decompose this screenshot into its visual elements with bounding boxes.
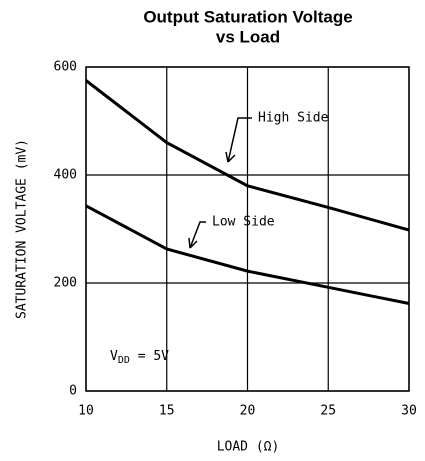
series-label: Low Side — [212, 215, 275, 230]
x-tick-label: 20 — [240, 404, 256, 419]
x-tick-label: 30 — [401, 404, 417, 419]
y-tick-label: 200 — [54, 276, 77, 291]
line — [85, 79, 410, 232]
annotation-arrow — [225, 117, 252, 163]
annotation: VDD = 5V — [110, 349, 169, 367]
y-axis-label: SATURATION VOLTAGE (mV) — [15, 139, 30, 319]
x-tick-label: 10 — [78, 404, 94, 419]
series-label: High Side — [258, 111, 329, 126]
line — [85, 204, 410, 305]
annotation-arrow — [188, 221, 206, 249]
annotation-subscript: DD — [118, 355, 130, 366]
annotation-text: V — [110, 349, 118, 364]
chart-title: vs Load — [216, 27, 280, 46]
y-tick-label: 0 — [69, 384, 77, 399]
x-axis-label: LOAD (Ω) — [217, 440, 280, 455]
annotation-suffix: = 5V — [130, 349, 169, 364]
chart-title: Output Saturation Voltage — [143, 7, 352, 26]
y-tick-label: 600 — [54, 60, 77, 75]
x-tick-label: 25 — [320, 404, 336, 419]
x-tick-label: 15 — [159, 404, 175, 419]
y-tick-label: 400 — [54, 168, 77, 183]
